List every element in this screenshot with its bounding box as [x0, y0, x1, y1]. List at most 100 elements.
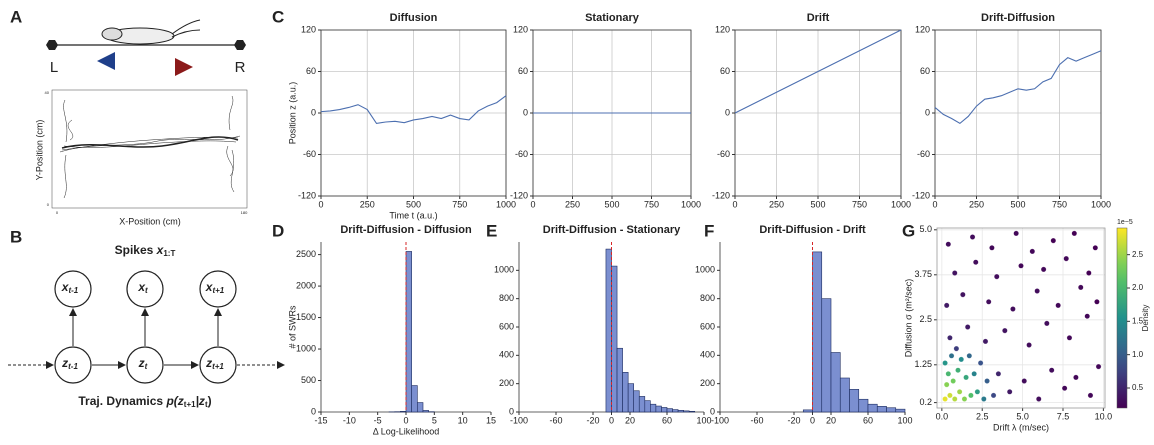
x-tick-label: 250: [565, 199, 580, 209]
scatter-point: [943, 302, 950, 309]
x-tick-label: 10: [458, 415, 468, 425]
chart-title: Drift: [807, 12, 830, 24]
histogram-bar: [672, 409, 679, 413]
diagram-node: [199, 270, 237, 308]
scatter-point: [943, 381, 950, 388]
node-symbol: z: [61, 356, 68, 370]
y-tick-label: 120: [301, 24, 316, 34]
x-tick-label: 1000: [681, 199, 701, 209]
y-tick-label: 2500: [296, 249, 316, 259]
node-symbol: z: [138, 356, 145, 370]
track-end-label: R: [235, 59, 246, 76]
scatter-point: [1036, 396, 1042, 402]
histogram-bar: [605, 248, 612, 413]
scatter-point: [1055, 302, 1061, 309]
x-tick-label: 0: [318, 199, 323, 209]
scatter-point: [956, 389, 963, 395]
caption-text: Traj. Dynamics: [78, 394, 163, 408]
chart-title: Drift-Diffusion - Drift: [759, 224, 866, 236]
scatter-point: [1029, 248, 1036, 255]
histogram-bar: [821, 298, 832, 413]
y-axis-label: Diffusion σ (m²/sec): [903, 279, 913, 357]
colorbar-label: Density: [1141, 305, 1150, 332]
line: [320, 95, 507, 124]
node-symbol: x: [205, 280, 214, 294]
y-tick-label: 0: [925, 107, 930, 117]
x-tick-label: 1000: [496, 199, 516, 209]
node-subscript: t+1: [212, 362, 224, 371]
diagram-node: [54, 346, 92, 384]
x-tick-label: 750: [452, 199, 467, 209]
histogram-bar: [400, 411, 407, 413]
y-axis-label: # of SWRs: [287, 305, 297, 349]
scatter-point: [947, 335, 953, 341]
panel-label: G: [902, 221, 915, 240]
x-tick-label: 0: [530, 199, 535, 209]
scatter-point: [961, 396, 968, 402]
node-subscript: t-1: [68, 362, 78, 371]
caption-expr: t: [205, 400, 208, 409]
x-tick-label: 7.5: [1057, 411, 1070, 421]
node-subscript: t-1: [68, 286, 78, 295]
y-tick-label: 60: [720, 66, 730, 76]
histogram-bar: [655, 405, 662, 413]
scatter-point: [1048, 367, 1055, 373]
tick-label: 0: [56, 210, 59, 215]
panel-label: F: [704, 221, 714, 240]
colorbar-tick-label: 1.0: [1132, 350, 1144, 359]
colorbar-tick-label: 0.5: [1132, 383, 1144, 392]
colorbar-tick-label: 1.5: [1132, 316, 1144, 325]
x-tick-label: 0: [403, 415, 408, 425]
scatter-point: [1073, 374, 1079, 381]
x-tick-label: 60: [662, 415, 672, 425]
tick-label: 180: [241, 210, 248, 215]
scatter-point: [950, 378, 956, 384]
x-tick-label: 750: [852, 199, 867, 209]
colorbar-tick-label: 2.5: [1132, 250, 1144, 259]
scatter-point: [963, 374, 969, 381]
node-subscript: t: [145, 362, 148, 371]
caption-expr: |z: [196, 394, 205, 408]
histogram-bar: [405, 251, 412, 413]
histogram-bar: [622, 372, 629, 413]
tick-label: 0: [47, 202, 50, 207]
x-tick-label: 1000: [891, 199, 911, 209]
y-tick-label: 3.75: [914, 269, 932, 279]
scatter-point: [966, 353, 973, 359]
node-label: xt-1: [61, 280, 79, 295]
chart-title: Drift-Diffusion - Diffusion: [340, 224, 472, 236]
line: [734, 29, 902, 114]
y-tick-label: 0.2: [919, 397, 932, 407]
scatter-point: [1021, 378, 1027, 384]
y-tick-label: 120: [513, 24, 528, 34]
y-tick-label: 1000: [695, 265, 715, 275]
scatter-point: [1050, 237, 1057, 244]
histogram-bar: [638, 396, 646, 413]
y-tick-label: 0: [311, 406, 316, 416]
scatter-point: [981, 396, 987, 402]
caption-expr: t+1: [184, 400, 196, 409]
panel-label: A: [10, 7, 22, 26]
y-tick-label: -120: [298, 190, 316, 200]
scatter-point: [947, 392, 953, 399]
x-tick-label: 250: [360, 199, 375, 209]
y-tick-label: 2000: [296, 280, 316, 290]
x-tick-label: 0.0: [936, 411, 949, 421]
histogram-bar: [422, 410, 429, 413]
panel-label: E: [486, 221, 497, 240]
scatter-point: [990, 392, 997, 399]
histogram-bar: [812, 251, 823, 413]
x-tick-label: 250: [769, 199, 784, 209]
scatter-point: [989, 245, 995, 251]
x-tick-label: -20: [787, 415, 800, 425]
colorbar: [1116, 227, 1128, 409]
x-tick-label: 750: [644, 199, 659, 209]
chart-title: Diffusion: [390, 12, 438, 24]
histogram-bar: [839, 377, 850, 413]
histogram-bar: [886, 407, 897, 413]
scatter-point: [977, 360, 984, 366]
x-tick-label: 500: [604, 199, 619, 209]
y-tick-label: -60: [303, 149, 316, 159]
node-label: zt+1: [205, 356, 224, 371]
x-tick-label: 2.5: [976, 411, 989, 421]
